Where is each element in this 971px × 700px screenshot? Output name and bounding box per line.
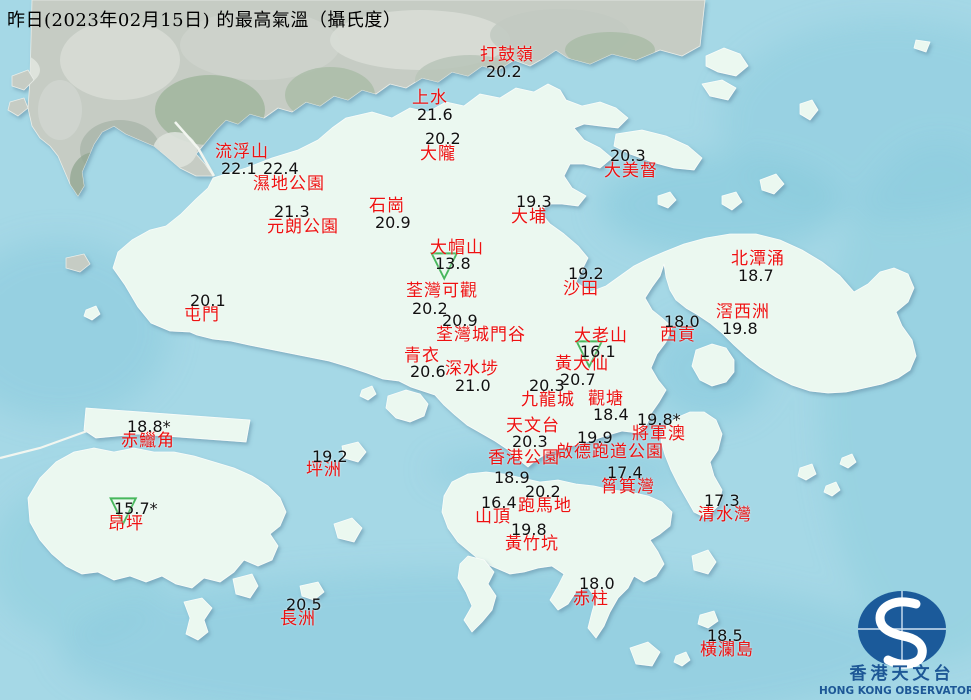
station-name: 坪洲 (306, 460, 342, 480)
map-title: 昨日(2023年02月15日) 的最高氣溫（攝氏度） (7, 10, 402, 31)
station-max-temperature-value: 21.6 (417, 105, 453, 124)
hko-logo: 香港天文台 HONG KONG OBSERVATORY (819, 591, 971, 697)
hzmb-bridge (0, 428, 91, 460)
station-max-temperature-value: 19.8 (511, 520, 547, 539)
station-max-temperature-value: 19.8* (637, 410, 681, 429)
station-max-temperature-value: 20.9 (442, 311, 478, 330)
mirs-bay-islands (701, 39, 931, 121)
station-max-temperature-value: 21.3 (274, 202, 310, 221)
hong-kong-island (441, 471, 673, 639)
station-name: 荃灣可觀 (406, 281, 478, 301)
plover-cove-peninsula (613, 129, 785, 211)
station-name: 九龍城 (521, 390, 575, 410)
station-max-temperature-value: 20.2 (425, 129, 461, 148)
station-max-temperature-value: 16.1 (580, 342, 616, 361)
station-max-temperature-value: 19.2 (568, 264, 604, 283)
station-max-temperature-value: 20.3 (610, 146, 646, 165)
station-name: 清水灣 (698, 505, 752, 525)
station-name: 跑馬地 (518, 496, 572, 516)
station-name: 石崗 (369, 196, 405, 216)
station-name: 大美督 (604, 161, 658, 181)
station-name: 赤鱲角 (121, 431, 175, 451)
station-max-temperature-value: 22.1 (221, 159, 257, 178)
station-name: 觀塘 (588, 389, 624, 409)
station-max-temperature-value: 18.9 (494, 468, 530, 487)
station-name: 元朗公園 (267, 217, 339, 237)
station-max-temperature-value: 20.2 (412, 299, 448, 318)
station-name: 黃竹坑 (505, 534, 559, 554)
station-max-temperature-value: 19.2 (312, 447, 348, 466)
station-name: 長洲 (280, 609, 316, 629)
station-name: 山頂 (475, 507, 511, 527)
station-max-temperature-value: 21.0 (455, 376, 491, 395)
station-max-temperature-value: 16.4 (481, 493, 517, 512)
station-name: 啟德跑道公園 (556, 442, 664, 462)
station-name: 上水 (412, 88, 448, 108)
station-name: 大隴 (420, 144, 456, 164)
station-name: 大老山 (574, 326, 628, 346)
station-max-temperature-value: 17.3 (704, 491, 740, 510)
station-max-temperature-value: 19.3 (516, 192, 552, 211)
sea-shading (0, 20, 971, 700)
station-name: 流浮山 (215, 142, 269, 162)
logo-s-swirl (875, 597, 927, 669)
station-max-temperature-value: 19.9 (577, 428, 613, 447)
station-name: 沙田 (563, 279, 599, 299)
station-name: 昂坪 (108, 514, 144, 534)
station-max-temperature-value: 20.2 (525, 482, 561, 501)
station-max-temperature-value: 15.7* (114, 499, 158, 518)
station-name: 大埔 (511, 207, 547, 227)
station-max-temperature-value: 18.7 (738, 266, 774, 285)
station-name: 黃大仙 (555, 354, 609, 374)
station-name: 荃灣城門谷 (436, 325, 526, 345)
station-max-temperature-value: 20.1 (190, 291, 226, 310)
logo-chinese-name: 香港天文台 (850, 663, 955, 684)
station-name: 滘西洲 (716, 302, 770, 322)
station-name: 屯門 (184, 305, 220, 325)
station-name: 大帽山 (430, 238, 484, 258)
station-max-temperature-value: 18.8* (127, 417, 171, 436)
clear-water-bay-peninsula (660, 411, 723, 519)
station-max-temperature-value: 20.3 (529, 376, 565, 395)
lantau-island (27, 407, 287, 589)
shenzhen-bay-bridge (174, 121, 216, 177)
station-max-temperature-value: 20.9 (375, 213, 411, 232)
station-max-temperature-value: 13.8 (435, 254, 471, 273)
station-name: 赤柱 (573, 589, 609, 609)
station-name: 北潭涌 (731, 249, 785, 269)
station-max-temperature-value: 18.5 (707, 626, 743, 645)
station-name: 筲箕灣 (601, 477, 655, 497)
station-max-temperature-value: 19.8 (722, 319, 758, 338)
station-name: 天文台 (506, 416, 560, 436)
station-name: 濕地公園 (253, 174, 325, 194)
station-name: 打鼓嶺 (480, 45, 534, 65)
station-max-temperature-value: 20.7 (560, 370, 596, 389)
station-max-temperature-value: 17.4 (607, 463, 643, 482)
station-max-temperature-value: 18.4 (593, 405, 629, 424)
station-name: 橫瀾島 (700, 640, 754, 660)
station-name: 香港公園 (488, 448, 560, 468)
station-max-temperature-value: 20.3 (512, 432, 548, 451)
station-max-temperature-value: 18.0 (579, 574, 615, 593)
station-max-temperature-value: 20.2 (486, 62, 522, 81)
station-max-temperature-value: 20.5 (286, 595, 322, 614)
station-max-temperature-value: 22.4 (263, 159, 299, 178)
outlying-islands (83, 305, 857, 667)
logo-english-name: HONG KONG OBSERVATORY (819, 685, 971, 697)
kau-sai-chau-island (691, 343, 735, 387)
new-territories-landmass (112, 83, 917, 468)
station-max-temperature-value: 18.0 (664, 312, 700, 331)
tsing-yi-island (359, 385, 429, 423)
station-name: 西貢 (660, 325, 696, 345)
station-name: 深水埗 (445, 359, 499, 379)
station-name: 青衣 (404, 346, 440, 366)
station-name: 將軍澳 (632, 424, 686, 444)
station-max-temperature-value: 20.6 (410, 362, 446, 381)
